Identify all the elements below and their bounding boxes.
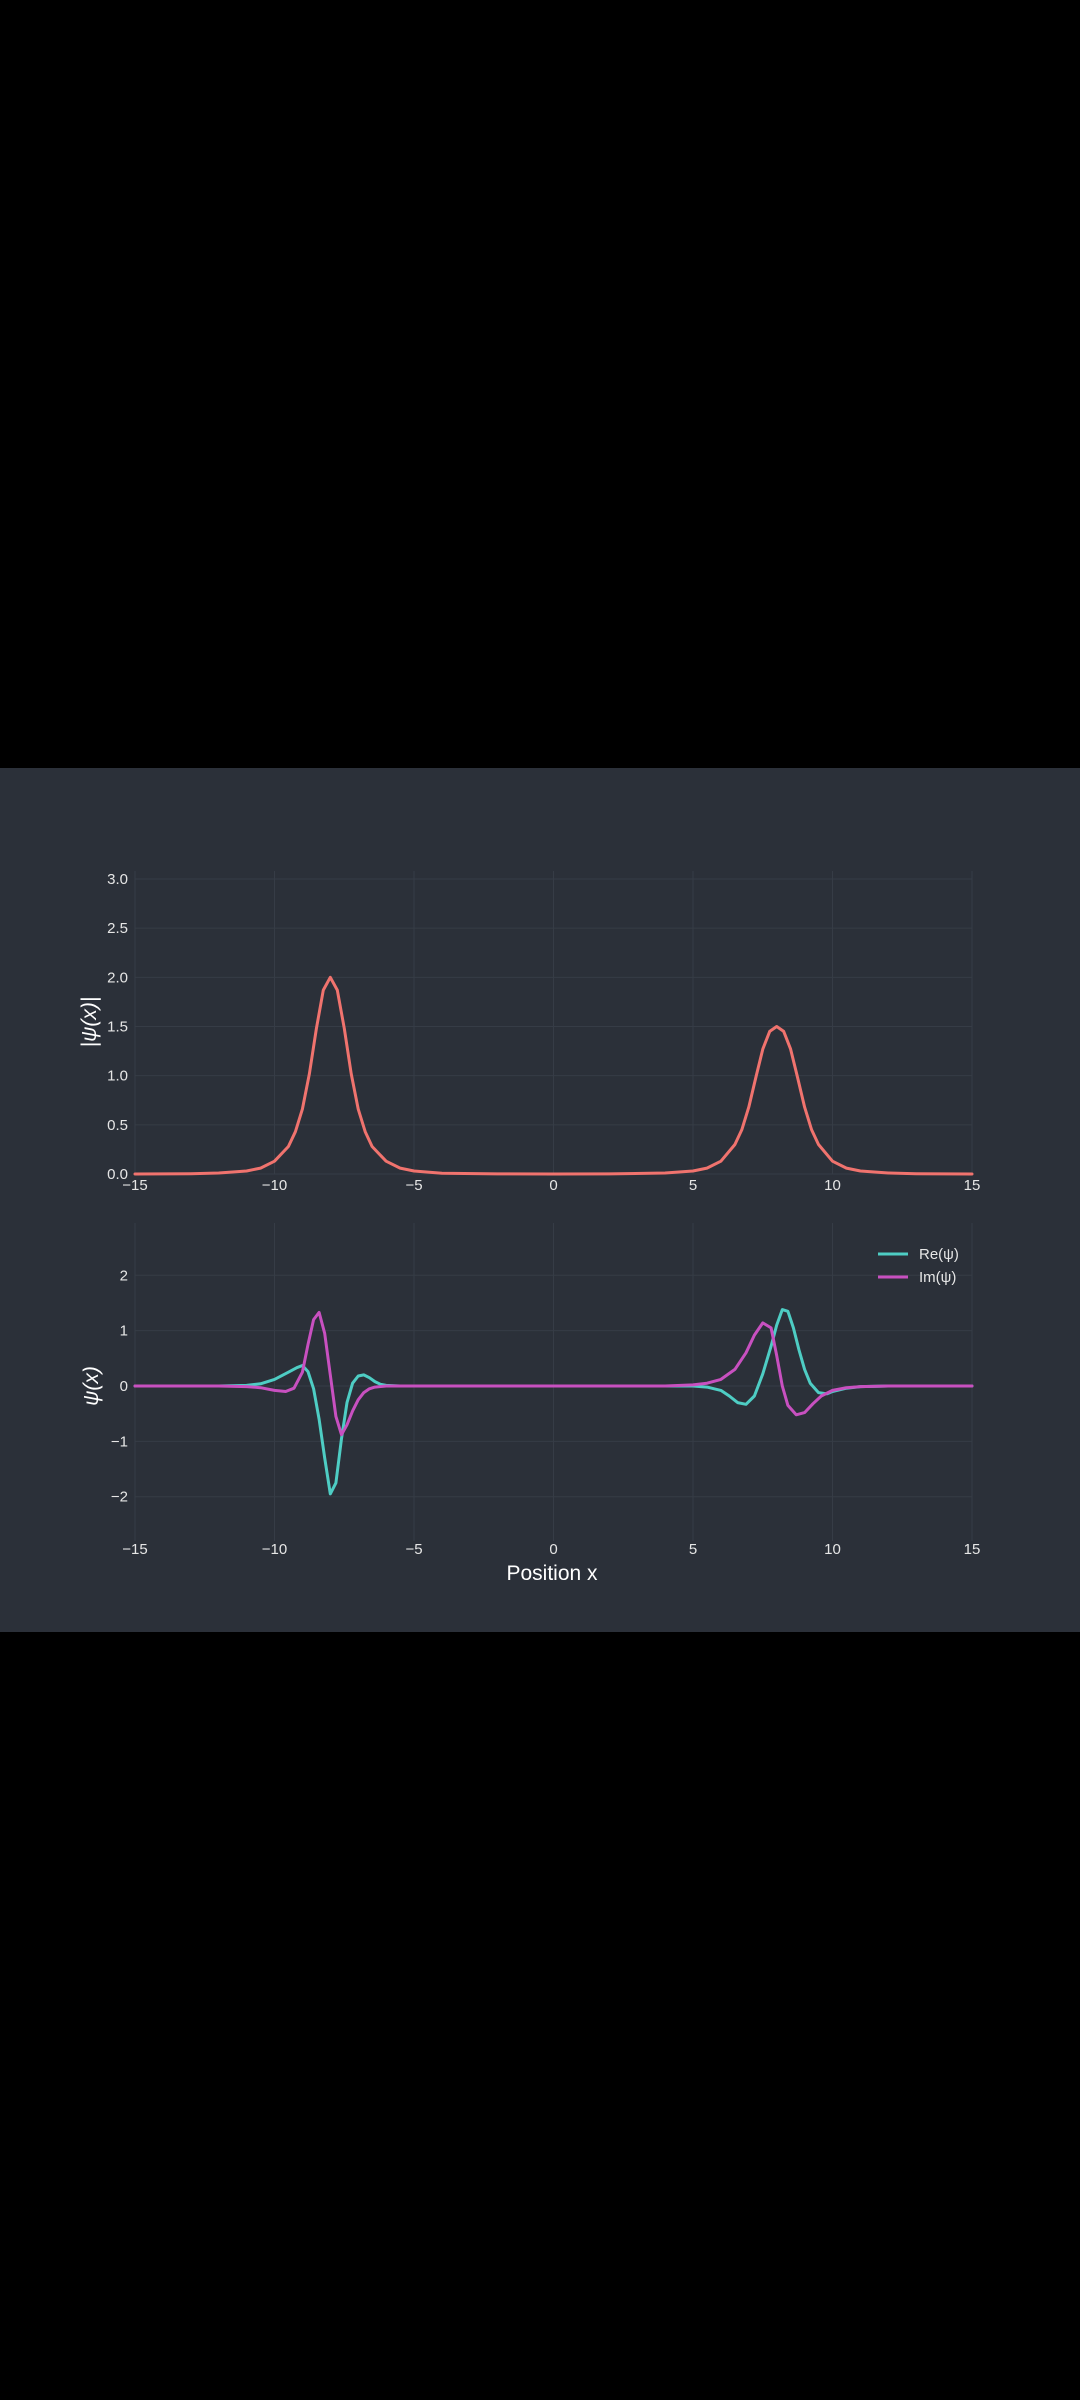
- y-tick-label: 0.0: [107, 1166, 128, 1183]
- y-tick-label: 1: [120, 1323, 128, 1340]
- x-tick-label: 10: [824, 1541, 841, 1558]
- position-x-axis-title: Position x: [506, 1562, 598, 1585]
- legend[interactable]: Re(ψ) Im(ψ): [878, 1246, 959, 1286]
- x-tick-label: 0: [549, 1177, 557, 1194]
- magnitude-x-ticks: −15 −10 −5 0 5 10 15: [122, 1177, 980, 1194]
- y-tick-label: −1: [111, 1433, 128, 1450]
- magnitude-grid: [134, 871, 973, 1175]
- magnitude-subplot: 0.0 0.5 1.0 1.5 2.0 2.5 3.0 −15 −10 −5 0 5 10 15 |ψ(…: [78, 871, 980, 1194]
- x-tick-label: 5: [689, 1541, 697, 1558]
- components-y-ticks: −2 −1 0 1 2: [111, 1267, 128, 1505]
- y-tick-label: 0: [120, 1378, 128, 1395]
- x-tick-label: 15: [964, 1541, 981, 1558]
- components-grid: [134, 1223, 973, 1541]
- y-tick-label: −2: [111, 1489, 128, 1506]
- y-tick-label: 2.5: [107, 920, 128, 937]
- x-tick-label: −15: [122, 1177, 147, 1194]
- components-x-ticks: −15 −10 −5 0 5 10 15: [122, 1541, 980, 1558]
- x-tick-label: −5: [405, 1541, 422, 1558]
- components-y-axis-title: ψ(x): [80, 1366, 103, 1406]
- x-tick-label: −10: [262, 1177, 287, 1194]
- x-tick-label: −10: [262, 1541, 287, 1558]
- series-line-0: [133, 975, 974, 1176]
- y-tick-label: 2: [120, 1267, 128, 1284]
- y-tick-label: 1.5: [107, 1019, 128, 1036]
- x-tick-label: 10: [824, 1177, 841, 1194]
- x-tick-label: 15: [964, 1177, 981, 1194]
- magnitude-y-ticks: 0.0 0.5 1.0 1.5 2.0 2.5 3.0: [107, 871, 128, 1183]
- y-tick-label: 1.0: [107, 1068, 128, 1085]
- y-tick-label: 2.0: [107, 969, 128, 986]
- series-line-1: [133, 1310, 974, 1437]
- components-series: [133, 1308, 974, 1496]
- x-tick-label: −15: [122, 1541, 147, 1558]
- x-tick-label: 0: [549, 1541, 557, 1558]
- legend-label[interactable]: Re(ψ): [919, 1246, 959, 1263]
- plot-panel: [0, 768, 1080, 1632]
- magnitude-y-axis-title: |ψ(x)|: [78, 997, 101, 1048]
- x-tick-label: −5: [405, 1177, 422, 1194]
- x-tick-label: 5: [689, 1177, 697, 1194]
- magnitude-series: [133, 975, 974, 1176]
- y-tick-label: 3.0: [107, 871, 128, 888]
- legend-label[interactable]: Im(ψ): [919, 1269, 956, 1286]
- y-tick-label: 0.5: [107, 1117, 128, 1134]
- wavefunction-chart: 0.00.51.01.52.02.53.0 −15 −10 −5 0 5 10 15 |ψ(…: [78, 871, 980, 1585]
